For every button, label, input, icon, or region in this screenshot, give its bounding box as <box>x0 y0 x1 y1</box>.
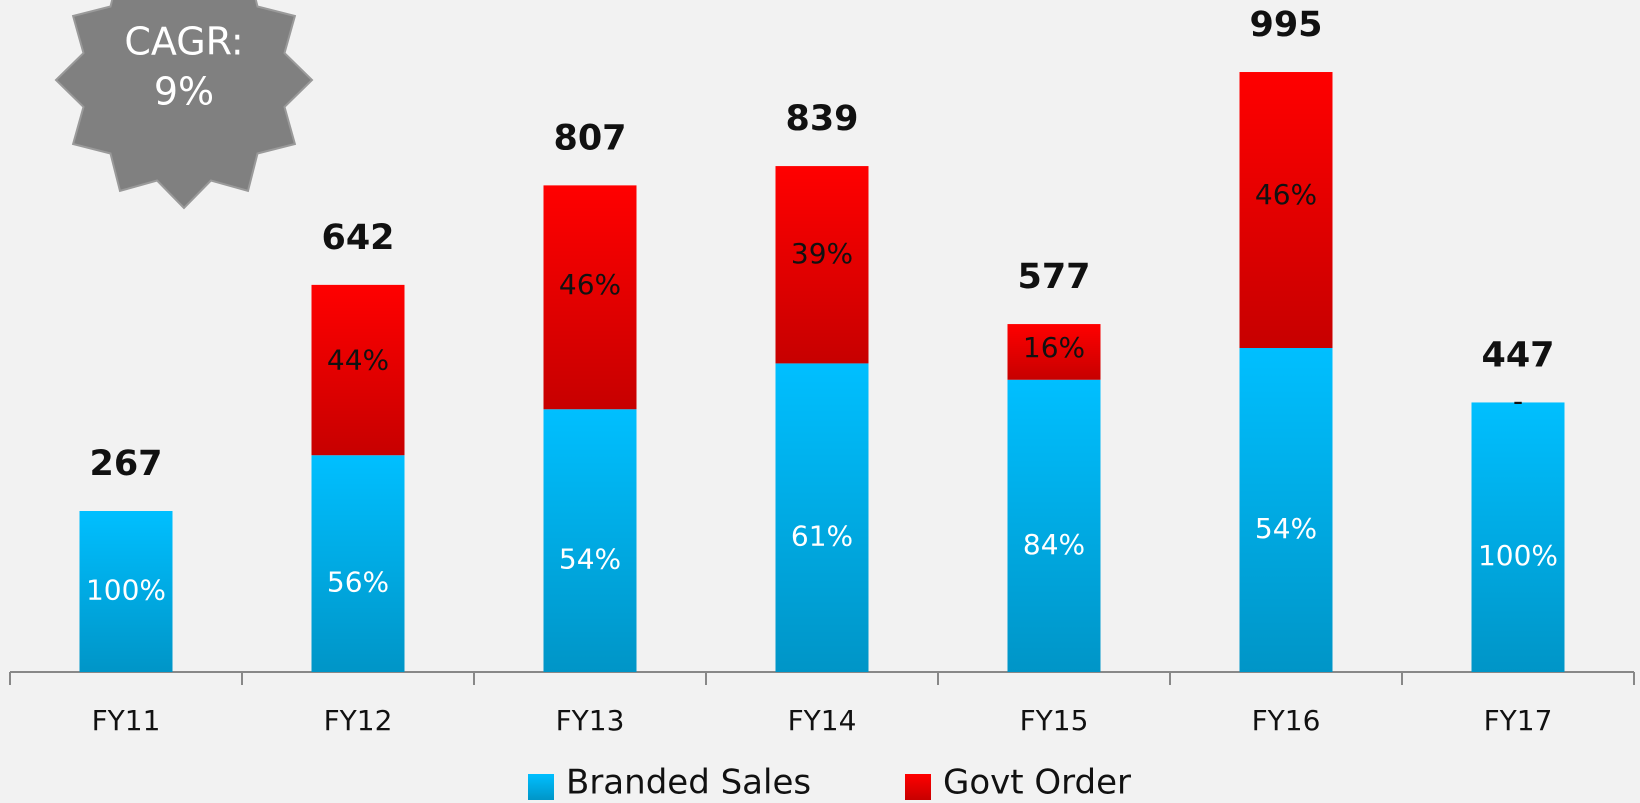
cagr-badge <box>54 0 314 210</box>
bar-shade <box>1471 402 1565 672</box>
value-label: 54% <box>559 543 621 576</box>
value-label: 84% <box>1023 528 1085 561</box>
value-label: 100% <box>86 573 166 606</box>
x-tick-label: FY14 <box>788 704 857 737</box>
bar-shade <box>311 284 405 456</box>
total-label: 447 <box>1481 335 1554 375</box>
total-label: 807 <box>553 118 626 158</box>
total-label: 995 <box>1249 5 1322 45</box>
value-label: 54% <box>1255 512 1317 545</box>
annotation: 9% <box>154 70 214 114</box>
value-label: 46% <box>559 268 621 301</box>
value-label: 39% <box>791 237 853 270</box>
x-tick-label: FY13 <box>556 704 625 737</box>
bar-shade <box>79 510 173 672</box>
x-tick-label: FY17 <box>1484 704 1553 737</box>
legend-shade <box>528 774 554 800</box>
total-label: 267 <box>89 444 162 484</box>
value-label: 44% <box>327 344 389 377</box>
annotation: CAGR: <box>124 20 243 64</box>
value-label: 16% <box>1023 331 1085 364</box>
total-label: 577 <box>1017 257 1090 297</box>
x-tick-label: FY16 <box>1252 704 1321 737</box>
value-label: 46% <box>1255 178 1317 211</box>
legend-label: Branded Sales <box>566 763 811 803</box>
x-tick-label: FY15 <box>1020 704 1089 737</box>
total-label: 642 <box>321 218 394 258</box>
bar-shade <box>1007 379 1101 672</box>
value-label: - <box>1513 384 1523 417</box>
value-label: 100% <box>1478 539 1558 572</box>
bar-shade <box>311 455 405 672</box>
value-label: 61% <box>791 520 853 553</box>
bar-shade <box>1239 72 1333 349</box>
bar-shade <box>543 185 637 410</box>
value-label: 56% <box>327 566 389 599</box>
legend-label: Govt Order <box>943 763 1131 803</box>
bar-shade <box>543 409 637 672</box>
total-label: 839 <box>785 99 858 139</box>
bar-shade <box>775 363 869 672</box>
bar-shade <box>1007 324 1101 380</box>
legend-shade <box>905 774 931 800</box>
bar-shade <box>1239 348 1333 672</box>
bar-shade <box>775 166 869 364</box>
x-tick-label: FY12 <box>324 704 393 737</box>
x-tick-label: FY11 <box>92 704 161 737</box>
